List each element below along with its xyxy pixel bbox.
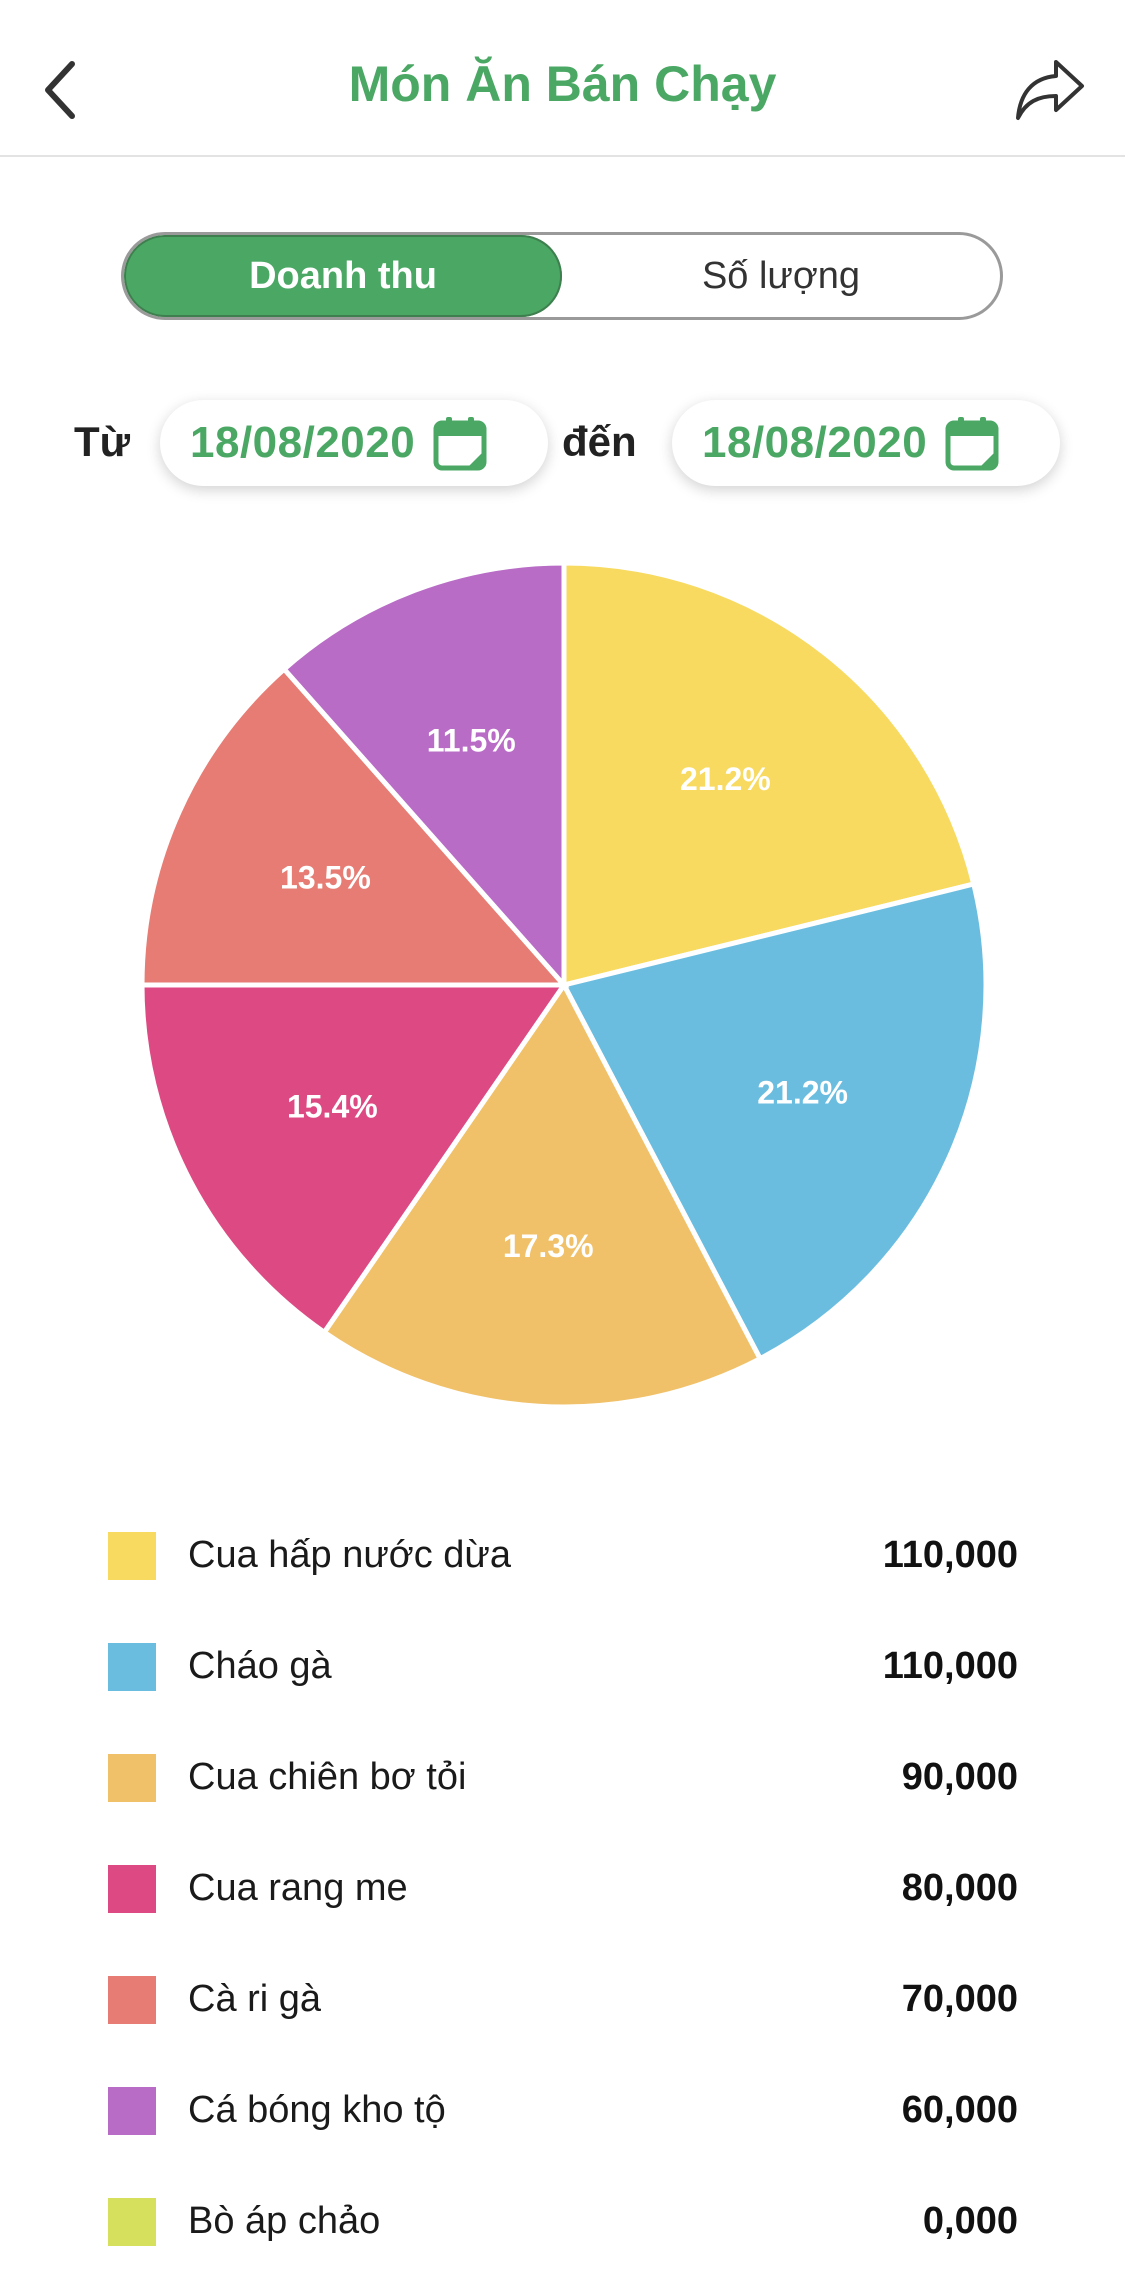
legend-item: Cua rang me 80,000 xyxy=(108,1833,1018,1944)
tab-doanh-thu[interactable]: Doanh thu xyxy=(124,235,562,317)
legend-item-name: Bò áp chảo xyxy=(188,2200,381,2242)
legend-swatch xyxy=(108,1531,156,1580)
from-date-value: 18/08/2020 xyxy=(190,418,416,467)
legend-swatch xyxy=(108,2197,156,2246)
calendar-icon xyxy=(945,417,999,471)
legend-item: Cá bóng kho tộ 60,000 xyxy=(108,2055,1018,2166)
slice-percent-label: 11.5% xyxy=(427,722,516,758)
legend-item-name: Cua hấp nước dừa xyxy=(188,1534,511,1576)
legend-item-name: Cà ri gà xyxy=(188,1978,322,2020)
legend-item-value: 80,000 xyxy=(901,1867,1018,1909)
page-title: Món Ăn Bán Chạy xyxy=(348,56,777,112)
share-icon xyxy=(1016,60,1084,120)
slice-percent-label: 21.2% xyxy=(757,1074,848,1110)
pie-slice[interactable] xyxy=(561,560,977,989)
legend-item: Cua chiên bơ tỏi 90,000 xyxy=(108,1722,1018,1833)
legend-item-name: Cá bóng kho tộ xyxy=(188,2089,446,2131)
legend-item-value: 70,000 xyxy=(901,1978,1018,2020)
pie-chart-svg: 21.2% 21.2% 17.3% 15.4% 13.5% 11.5% xyxy=(139,560,989,1410)
pie-slice[interactable] xyxy=(320,980,764,1410)
legend-item: Cua hấp nước dừa 110,000 xyxy=(108,1500,1018,1611)
legend-swatch xyxy=(108,1864,156,1913)
legend-list: Cua hấp nước dừa 110,000 Cháo gà 110,000 Cua… xyxy=(108,1500,1018,2275)
date-range-filter: Từ 18/08/2020 đến 18/08/2020 xyxy=(0,400,1125,486)
to-date-picker[interactable]: 18/08/2020 xyxy=(672,400,1060,486)
pie-slice[interactable] xyxy=(280,560,567,992)
legend-item-name: Cua chiên bơ tỏi xyxy=(188,1756,467,1798)
slice-percent-label: 13.5% xyxy=(280,860,371,896)
to-label: đến xyxy=(562,418,637,465)
legend-swatch xyxy=(108,1642,156,1691)
legend-item-name: Cháo gà xyxy=(188,1645,332,1687)
pie-slice[interactable] xyxy=(139,982,569,1336)
header-bar: Món Ăn Bán Chạy xyxy=(0,0,1125,157)
slice-percent-label: 15.4% xyxy=(287,1089,378,1125)
legend-item: Bò áp chảo 0,000 xyxy=(108,2166,1018,2275)
pie-slice[interactable] xyxy=(560,880,989,1363)
legend-swatch xyxy=(108,1753,156,1802)
legend-item-name: Cua rang me xyxy=(188,1867,408,1909)
from-label: Từ xyxy=(74,418,131,465)
legend-item: Cháo gà 110,000 xyxy=(108,1611,1018,1722)
slice-percent-label: 21.2% xyxy=(680,761,771,797)
metric-toggle: Doanh thu Số lượng xyxy=(121,232,1003,320)
share-button[interactable] xyxy=(1005,50,1095,130)
from-date-picker[interactable]: 18/08/2020 xyxy=(160,400,548,486)
legend-item-value: 90,000 xyxy=(901,1756,1018,1798)
legend-item-value: 110,000 xyxy=(882,1534,1018,1576)
back-button[interactable] xyxy=(30,50,90,130)
legend-item: Cà ri gà 70,000 xyxy=(108,1944,1018,2055)
slice-percent-label: 17.3% xyxy=(503,1228,594,1264)
pie-slice[interactable] xyxy=(139,665,570,988)
legend-item-value: 0,000 xyxy=(922,2200,1018,2242)
pie-chart: 21.2% 21.2% 17.3% 15.4% 13.5% 11.5% xyxy=(0,540,1125,1440)
legend-item-value: 110,000 xyxy=(882,1645,1018,1687)
legend-item-value: 60,000 xyxy=(901,2089,1018,2131)
tab-so-luong[interactable]: Số lượng xyxy=(701,254,861,297)
chevron-left-icon xyxy=(45,61,75,119)
legend-swatch xyxy=(108,2086,156,2135)
calendar-icon xyxy=(433,417,487,471)
legend-swatch xyxy=(108,1975,156,2024)
to-date-value: 18/08/2020 xyxy=(702,418,928,467)
